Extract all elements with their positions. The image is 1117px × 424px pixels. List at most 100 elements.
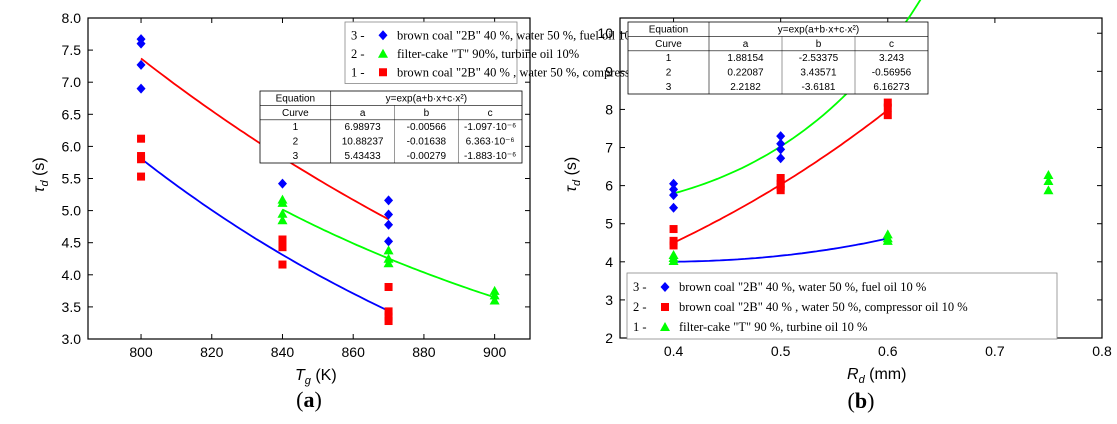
x-axis-unit: (K): [311, 367, 337, 384]
panel-label-open: (: [848, 388, 855, 413]
y-axis-symbol: τ: [31, 186, 48, 193]
table-cell: 2: [293, 137, 299, 148]
x-tick-label: 860: [342, 344, 366, 360]
x-axis-unit: (mm): [865, 366, 907, 383]
legend-box: [626, 272, 1058, 340]
fit-table: [627, 21, 929, 95]
data-point: [882, 235, 893, 245]
panel-label-letter: b: [855, 388, 867, 413]
data-point: [883, 111, 892, 120]
legend-number: 2 -: [351, 47, 365, 61]
x-axis-title: Tg (K): [295, 367, 337, 387]
table-cell: 2: [666, 68, 672, 79]
y-tick-label: 10: [597, 25, 613, 41]
legend-marker: [661, 303, 669, 311]
table-cell: 3: [666, 82, 672, 93]
legend-marker: [660, 322, 670, 331]
legend-marker: [378, 30, 388, 41]
x-tick-label: 820: [200, 344, 224, 360]
panel-label-close: ): [867, 388, 874, 413]
legend-marker: [378, 48, 388, 58]
legend-number: 3 -: [633, 280, 647, 294]
y-tick-label: 4: [605, 254, 613, 270]
table-equation: y=exp(a+b·x+c·x²): [386, 93, 467, 104]
legend-label: brown coal "2B" 40 % , water 50 %, compr…: [397, 65, 686, 79]
table-cell: -1.883·10⁻⁶: [464, 151, 516, 162]
x-tick-label: 0.6: [878, 343, 898, 359]
data-point: [489, 295, 500, 305]
x-tick-label: 880: [412, 344, 436, 360]
y-tick-label: 9: [605, 63, 613, 79]
x-axis-symbol: R: [847, 366, 859, 383]
data-point: [277, 215, 288, 225]
x-tick-label: 800: [129, 344, 153, 360]
data-point: [384, 209, 394, 220]
table-cell: 1: [293, 122, 299, 133]
data-point: [384, 317, 393, 326]
table-cell: 1.88154: [727, 53, 764, 64]
data-point: [669, 190, 679, 201]
table-column-header: a: [743, 39, 749, 50]
data-point: [277, 208, 288, 218]
legend-number: 3 -: [351, 28, 365, 42]
table-cell: 5.43433: [345, 151, 382, 162]
data-point: [384, 282, 393, 291]
data-point: [883, 98, 892, 107]
data-point: [668, 256, 679, 266]
table-cell: 3.243: [879, 53, 904, 64]
y-axis-title: τd (s): [31, 157, 51, 192]
data-point: [1043, 185, 1054, 195]
table-cell: 6.16273: [873, 82, 910, 93]
y-tick-label: 5: [605, 216, 613, 232]
table-cell: 3: [293, 151, 299, 162]
data-point: [384, 236, 394, 247]
table-column-header: b: [816, 39, 822, 50]
x-tick-label: 900: [483, 344, 507, 360]
data-point: [278, 235, 287, 244]
table-column-header: b: [424, 108, 430, 119]
y-tick-label: 5.0: [62, 203, 82, 219]
data-point: [137, 134, 146, 143]
table-cell: -0.00279: [407, 151, 447, 162]
data-point: [277, 197, 288, 207]
data-point: [669, 225, 678, 234]
table-equation-label: Equation: [649, 24, 688, 35]
data-point: [137, 155, 146, 164]
legend-number: 1 -: [633, 320, 647, 334]
legend-label: brown coal "2B" 40 %, water 50 %, fuel o…: [679, 280, 926, 294]
data-point: [277, 178, 287, 189]
y-axis-unit: (s): [31, 157, 48, 180]
legend-number: 2 -: [633, 300, 647, 314]
y-tick-label: 6.0: [62, 138, 82, 154]
table-column-header: c: [488, 108, 493, 119]
data-point: [384, 219, 394, 230]
legend-label: brown coal "2B" 40 %, water 50 %, fuel o…: [397, 28, 644, 42]
y-tick-label: 7.5: [62, 42, 82, 58]
legend-marker: [379, 68, 387, 77]
table-cell: -0.56956: [872, 68, 912, 79]
y-tick-label: 8.0: [62, 10, 82, 26]
panel-label-letter: a: [304, 387, 315, 412]
data-point: [776, 186, 785, 195]
fit-curve-1: [140, 157, 389, 312]
data-point: [1043, 176, 1054, 186]
table-cell: 6.98973: [345, 122, 382, 133]
y-tick-label: 7: [605, 140, 613, 156]
y-tick-label: 3: [605, 292, 613, 308]
data-point: [669, 184, 679, 195]
y-axis-title: τd (s): [563, 157, 583, 192]
x-axis-subscript: d: [859, 374, 866, 386]
x-axis-subscript: g: [305, 375, 312, 387]
table-cell: 2.2182: [730, 82, 761, 93]
y-axis-unit: (s): [563, 157, 580, 180]
table-equation-label: Equation: [276, 93, 315, 104]
legend-label: filter-cake "T" 90%, turbine oil 10%: [397, 47, 579, 61]
data-point: [669, 236, 678, 245]
panel-label: (b): [848, 388, 875, 413]
x-tick-label: 0.7: [985, 343, 1005, 359]
legend-label: brown coal "2B" 40 % , water 50 %, compr…: [679, 300, 968, 314]
x-tick-label: 0.4: [664, 343, 684, 359]
table-cell: 6.363·10⁻⁶: [466, 137, 515, 148]
data-point: [776, 138, 786, 149]
